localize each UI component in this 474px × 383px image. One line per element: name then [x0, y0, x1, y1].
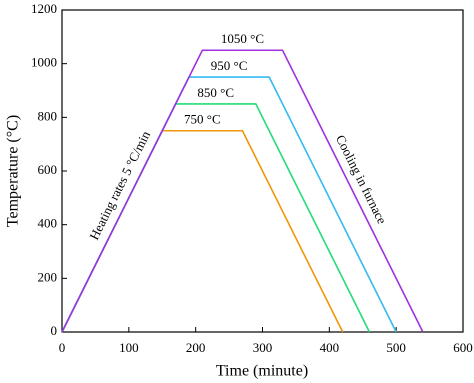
series-label: 1050 °C [221, 31, 264, 46]
x-tick-label: 100 [119, 340, 139, 355]
y-tick-label: 800 [38, 108, 58, 123]
y-tick-label: 1000 [31, 55, 57, 70]
x-tick-label: 400 [320, 340, 340, 355]
annotation: Heating rates 5 °C/min [86, 128, 153, 242]
x-axis-label: Time (minute) [216, 363, 308, 380]
y-tick-label: 400 [38, 216, 58, 231]
series-line [61, 49, 424, 333]
x-tick-label: 200 [186, 340, 206, 355]
y-axis-label: Temperature (°C) [5, 115, 22, 227]
y-tick-label: 1200 [31, 1, 57, 16]
series-label: 850 °C [197, 85, 234, 100]
y-tick-label: 0 [51, 323, 58, 338]
series-label: 950 °C [211, 58, 248, 73]
y-tick-label: 200 [38, 269, 58, 284]
x-tick-label: 500 [386, 340, 406, 355]
annotation: Cooling in furnace [333, 132, 390, 226]
series-label: 750 °C [184, 112, 221, 127]
y-tick-label: 600 [38, 162, 58, 177]
x-tick-label: 300 [253, 340, 273, 355]
x-tick-label: 600 [453, 340, 473, 355]
x-tick-label: 0 [59, 340, 66, 355]
